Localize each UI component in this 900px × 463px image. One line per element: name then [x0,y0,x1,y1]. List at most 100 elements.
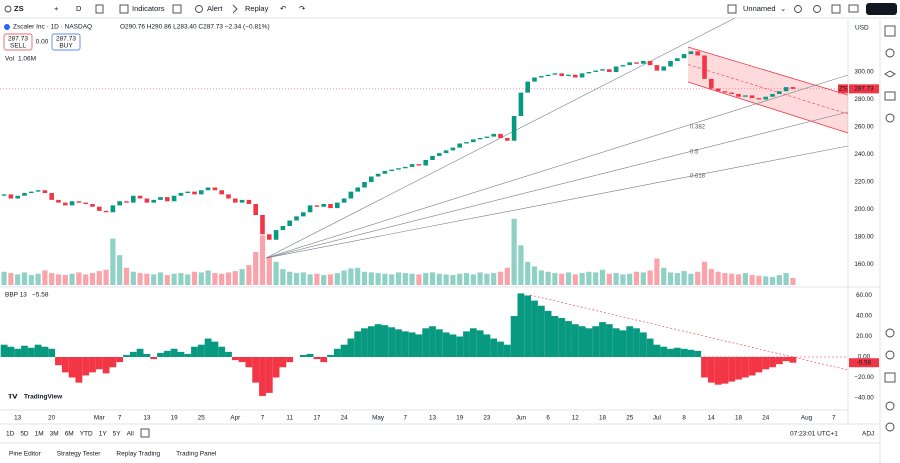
range-button[interactable]: 5D [20,431,29,438]
range-button[interactable]: All [127,431,135,438]
buy-button[interactable] [51,33,81,51]
bbp-bar [673,347,681,357]
settings[interactable] [813,5,821,13]
volume-bar [35,273,41,285]
bottom-tab[interactable]: Trading Panel [176,451,217,458]
bbp-bar [687,349,695,357]
grid-icon[interactable] [884,372,896,383]
quick-search[interactable] [794,5,802,13]
candle [749,95,755,99]
sell-button[interactable] [3,33,33,51]
volume-bar [463,273,470,285]
volume-bar [552,273,558,285]
layout-menu[interactable]: ⌄ [780,4,786,13]
bbp-bar [626,326,634,357]
bbp-bar [544,310,552,357]
ideas-icon[interactable] [885,350,895,360]
range-button[interactable]: 6M [65,431,74,438]
publish-label[interactable]: Publish [869,4,894,13]
adj-button[interactable]: ADJ [862,431,874,438]
bbp-bar [102,356,110,374]
chat-icon[interactable] [885,113,895,123]
volume-bar [457,273,463,285]
snapshot[interactable] [848,4,859,13]
calendar-icon[interactable] [884,91,896,101]
help-icon[interactable] [885,422,895,432]
search-icon[interactable] [4,5,12,13]
volume-bar [674,273,680,285]
currency: USD [855,25,869,32]
symbol-tag [838,84,848,94]
range-button[interactable]: 1Y [99,431,108,438]
bottom-tab[interactable]: Replay Trading [116,451,160,458]
volume-bar [42,270,48,285]
bbp-bar [27,347,35,357]
candle [314,205,320,207]
volume-bar [205,270,211,285]
bbp-bar [116,356,124,363]
alert-icon[interactable] [195,5,203,13]
bbp-bar [456,336,464,357]
bottom-tab[interactable]: Strategy Tester [57,451,101,458]
bbp-bar [177,351,185,357]
candle [307,205,313,213]
x-tick-label: May [372,415,385,422]
bottom-tab[interactable]: Pine Editor [9,451,42,458]
candle [437,153,442,156]
bbp-legend-value: −5.58 [32,292,49,299]
range-button[interactable]: 1D [6,431,15,438]
candle [144,198,150,203]
volume-bar [701,261,708,285]
price-tag-label: 287.73 [854,86,874,93]
buy-price[interactable]: 287.73 [56,36,76,43]
layers-icon[interactable] [884,70,896,78]
interval[interactable]: D [76,4,82,13]
target-icon[interactable] [885,328,895,338]
volume-bar [593,272,599,285]
symbol[interactable]: ZS [14,4,24,13]
fullscreen[interactable] [831,4,841,14]
range-button[interactable]: 5Y [113,431,122,438]
goto-date[interactable] [140,428,150,438]
symbol-tag-label: ZS [839,86,848,93]
templates-icon[interactable] [172,4,182,14]
volume-bar [232,271,238,285]
layout-icon[interactable] [727,4,737,14]
watchlist-icon[interactable] [884,25,896,37]
buy-label[interactable]: BUY [59,43,73,50]
replay-button[interactable]: Replay [245,4,269,13]
candle [668,60,673,67]
fan-line [265,17,736,259]
bbp-bar [354,331,362,357]
chart-type-icon[interactable] [95,4,104,14]
publish-button[interactable] [866,3,897,15]
volume-bar [654,258,660,285]
range-button[interactable]: 1M [35,431,44,438]
bbp-bar [395,329,402,357]
indicators-icon[interactable] [119,4,129,14]
alerts-icon[interactable] [885,48,895,58]
alert-button[interactable]: Alert [207,4,223,13]
range-button[interactable]: 3M [50,431,59,438]
bbp-bar [605,324,613,357]
candle [688,51,694,55]
spread: 0.00 [36,39,49,46]
candle [770,93,775,97]
candle [49,192,54,200]
layout-name[interactable]: Unnamed [743,4,776,13]
redo[interactable]: ↷ [299,4,306,13]
notifications-icon[interactable] [885,401,895,411]
bbp-bar [0,344,8,357]
bbp-bar [143,353,151,357]
sell-label[interactable]: SELL [10,43,26,50]
sell-price[interactable]: 287.73 [8,36,28,43]
volume-bar [157,272,164,285]
replay-icon[interactable] [232,4,238,14]
range-button[interactable]: YTD [80,431,93,438]
volume-bar [185,274,191,285]
indicators-button[interactable]: Indicators [132,4,165,13]
bbp-bar [701,356,708,378]
candle [464,142,469,144]
add-symbol[interactable]: + [54,4,59,13]
undo[interactable]: ↶ [280,4,287,13]
